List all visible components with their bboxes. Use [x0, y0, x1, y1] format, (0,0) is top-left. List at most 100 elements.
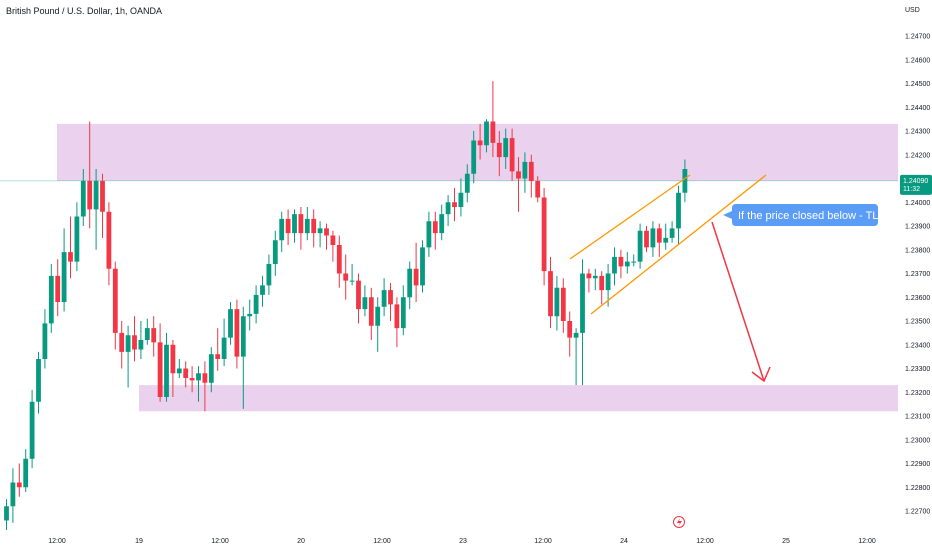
candle-body-down	[368, 297, 374, 326]
y-tick-label: 1.22700	[905, 509, 930, 516]
candle-body-up	[221, 337, 227, 359]
candle-body-up	[464, 173, 470, 193]
y-tick-label: 1.22800	[905, 485, 930, 492]
candle-body-up	[292, 214, 297, 234]
candle-body-up	[669, 228, 675, 238]
candle-body-up	[61, 252, 67, 302]
y-tick-label: 1.24400	[905, 105, 930, 112]
candle-body-up	[458, 192, 464, 207]
candle-body-up	[42, 323, 48, 359]
candle-body-up	[612, 256, 617, 274]
candle-body-up	[144, 328, 150, 340]
candle-body-down	[343, 273, 349, 281]
y-tick-label: 1.23200	[905, 390, 930, 397]
candle-body-down	[324, 228, 329, 236]
candle-body-down	[586, 273, 592, 279]
candle-body-up	[439, 214, 445, 234]
x-tick-label: 12:00	[211, 538, 229, 545]
candle-body-down	[477, 140, 483, 146]
candle-body-up	[125, 335, 131, 352]
candle-body-up	[407, 268, 413, 298]
current-price-label: 1.24090	[903, 178, 928, 185]
candle-body-up	[605, 273, 611, 291]
candle-body-down	[509, 138, 515, 172]
candle-body-up	[592, 275, 598, 279]
candle-body-down	[388, 290, 393, 305]
candle-body-up	[426, 221, 432, 248]
candle-body-up	[381, 290, 387, 307]
channel-lower-line[interactable]	[590, 174, 767, 315]
annotation-callout[interactable]	[723, 204, 878, 226]
y-tick-label: 1.24500	[905, 81, 930, 88]
candle-body-up	[74, 216, 80, 262]
candle-body-up	[4, 506, 9, 521]
candle-body-down	[234, 309, 240, 357]
candle-body-up	[573, 332, 579, 338]
candle-body-up	[228, 309, 233, 338]
candle-body-down	[132, 335, 137, 350]
candle-body-down	[112, 268, 118, 333]
y-tick-label: 1.23700	[905, 271, 930, 278]
candle-body-up	[48, 275, 54, 324]
candle-body-up	[522, 161, 528, 179]
candle-body-down	[535, 180, 541, 198]
candle-body-down	[157, 342, 163, 397]
candle-body-down	[170, 344, 176, 374]
candle-body-up	[471, 140, 477, 174]
candle-body-down	[330, 235, 336, 245]
candle-body-down	[298, 214, 304, 234]
x-tick-label: 12:00	[48, 538, 66, 545]
candle-body-down	[311, 218, 317, 234]
candle-body-down	[356, 280, 361, 310]
y-tick-label: 1.23100	[905, 414, 930, 421]
candle-body-up	[29, 401, 35, 459]
candle-body-down	[151, 328, 157, 343]
projection-arrow-head	[751, 366, 771, 383]
candle-body-up	[272, 240, 278, 264]
candle-body-up	[138, 340, 144, 350]
projection-arrow-line[interactable]	[711, 221, 765, 382]
candle-body-down	[202, 373, 208, 383]
candle-body-up	[80, 180, 86, 217]
candle-body-down	[119, 332, 125, 352]
x-tick-label: 20	[297, 538, 305, 545]
y-tick-label: 1.23500	[905, 319, 930, 326]
candle-body-down	[567, 321, 573, 338]
candle-body-up	[637, 230, 643, 262]
candle-body-down	[541, 197, 547, 272]
y-tick-label: 1.23800	[905, 247, 930, 254]
price-axis[interactable]	[898, 0, 932, 550]
current-price-badge[interactable]	[900, 174, 932, 195]
candle-body-down	[183, 368, 189, 378]
y-tick-label: 1.24000	[905, 200, 930, 207]
symbol-title: British Pound / U.S. Dollar, 1h, OANDA	[6, 6, 163, 16]
y-tick-label: 1.24300	[905, 129, 930, 136]
candle-body-up	[279, 218, 285, 241]
candle-body-up	[10, 482, 16, 507]
candle-body-down	[599, 275, 605, 291]
lightning-icon-bolt	[677, 518, 682, 527]
lightning-icon[interactable]	[673, 516, 685, 528]
x-tick-label: 24	[620, 538, 628, 545]
currency-label: USD	[905, 7, 920, 14]
candle-body-up	[420, 247, 425, 286]
candle-body-up	[176, 368, 182, 374]
candle-body-up	[663, 237, 669, 243]
candle-body-down	[16, 482, 22, 488]
y-tick-label: 1.24600	[905, 57, 930, 64]
bar-countdown-label: 11:32	[903, 186, 920, 193]
support-zone[interactable]	[139, 385, 898, 412]
candle-body-up	[304, 218, 310, 234]
resistance-zone[interactable]	[57, 123, 898, 181]
candle-body-up	[503, 138, 509, 158]
candle-body-up	[554, 287, 560, 317]
channel-upper-line[interactable]	[569, 174, 691, 260]
candle-body-up	[349, 280, 355, 282]
candle-body-up	[375, 306, 381, 326]
candle-body-down	[55, 275, 61, 302]
y-tick-label: 1.23400	[905, 342, 930, 349]
candle-body-down	[452, 202, 457, 207]
x-tick-label: 12:00	[696, 538, 714, 545]
x-tick-label: 12:00	[858, 538, 876, 545]
